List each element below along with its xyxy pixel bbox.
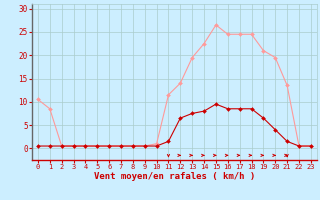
X-axis label: Vent moyen/en rafales ( km/h ): Vent moyen/en rafales ( km/h ) bbox=[94, 172, 255, 181]
